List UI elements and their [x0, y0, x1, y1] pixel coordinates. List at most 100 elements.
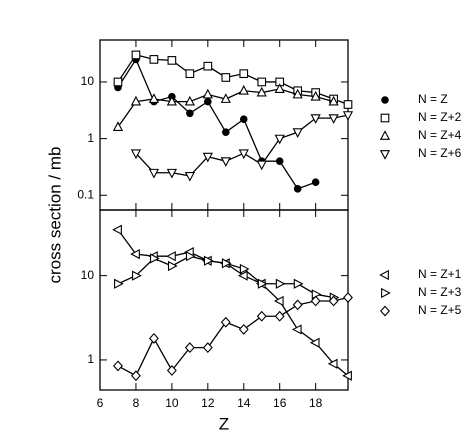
- data-point: [221, 73, 231, 82]
- data-point: [256, 86, 267, 97]
- data-point: [328, 114, 339, 124]
- data-point: [292, 88, 303, 99]
- x-tick-label: 10: [165, 396, 179, 410]
- data-point: [150, 253, 160, 264]
- series-line: [135, 114, 349, 177]
- legend-marker: [379, 130, 391, 140]
- data-point: [239, 69, 249, 79]
- data-point: [149, 55, 159, 64]
- data-point: [309, 337, 320, 348]
- data-point: [202, 342, 213, 354]
- data-point: [148, 168, 160, 179]
- data-point: [342, 370, 352, 381]
- legend-label: N = Z+4: [418, 128, 462, 142]
- y-axis-title: cross section / mb: [45, 147, 64, 284]
- data-point: [185, 251, 196, 262]
- data-point: [202, 88, 213, 99]
- legend-marker: [380, 113, 390, 123]
- data-point: [186, 109, 194, 118]
- data-point: [130, 248, 140, 260]
- data-point: [166, 168, 177, 179]
- legend-marker: [381, 96, 389, 104]
- data-point: [113, 77, 123, 87]
- data-point: [184, 171, 195, 182]
- data-point: [130, 149, 142, 160]
- plot-frame: [99, 209, 349, 391]
- data-point: [130, 370, 141, 382]
- data-point: [132, 270, 142, 281]
- data-point: [131, 50, 141, 60]
- y-tick-label: 1: [87, 131, 94, 145]
- data-point: [203, 255, 214, 266]
- data-point: [310, 295, 321, 307]
- data-point: [291, 324, 302, 335]
- data-point: [239, 115, 248, 124]
- data-point: [256, 310, 267, 322]
- x-tick-label: 6: [97, 396, 104, 410]
- data-point: [343, 100, 353, 109]
- data-point: [112, 224, 122, 235]
- data-point: [274, 83, 285, 93]
- data-point: [148, 332, 159, 344]
- legend-label: N = Z+5: [418, 303, 462, 317]
- x-axis-title: Z: [219, 414, 229, 433]
- data-point: [327, 358, 338, 369]
- legend-label: N = Z+1: [418, 267, 462, 281]
- data-point: [202, 152, 213, 163]
- data-point: [113, 360, 123, 372]
- y-tick-label: 1: [87, 352, 94, 366]
- data-point: [203, 61, 213, 71]
- data-point: [328, 95, 339, 106]
- data-point: [293, 278, 304, 289]
- data-point: [238, 323, 249, 335]
- data-point: [256, 160, 267, 171]
- data-point: [238, 84, 249, 95]
- data-point: [220, 316, 231, 328]
- data-point: [237, 270, 248, 281]
- data-point: [220, 93, 231, 103]
- y-tick-label: 0.1: [77, 187, 94, 201]
- legend-label: N = Z+6: [418, 146, 462, 160]
- data-point: [292, 299, 303, 311]
- series-line: [117, 58, 316, 190]
- data-point: [275, 278, 286, 289]
- data-point: [166, 365, 177, 376]
- data-point: [130, 95, 142, 106]
- legend-label: N = Z: [418, 92, 448, 106]
- data-point: [166, 251, 176, 262]
- legend-marker: [379, 269, 389, 281]
- data-point: [238, 149, 249, 160]
- data-point: [114, 278, 124, 289]
- legend-marker: [379, 150, 391, 160]
- legend-marker: [380, 305, 390, 317]
- legend-label: N = Z+3: [418, 285, 462, 299]
- data-point: [343, 292, 353, 303]
- data-point: [167, 260, 178, 272]
- data-point: [257, 77, 267, 87]
- data-point: [204, 97, 212, 106]
- data-point: [148, 93, 160, 103]
- data-point: [328, 295, 339, 307]
- y-tick-label: 10: [81, 268, 95, 282]
- data-point: [112, 121, 124, 131]
- x-tick-label: 18: [309, 396, 323, 410]
- data-point: [221, 128, 230, 136]
- data-point: [184, 95, 195, 106]
- legend-label: N = Z+2: [418, 110, 462, 124]
- data-point: [274, 310, 285, 322]
- x-tick-label: 14: [237, 396, 251, 410]
- data-point: [239, 263, 250, 275]
- data-point: [275, 157, 284, 165]
- data-point: [185, 69, 195, 79]
- data-point: [184, 342, 195, 354]
- x-tick-label: 8: [133, 396, 140, 410]
- data-point: [310, 90, 321, 101]
- data-point: [257, 278, 268, 289]
- data-point: [293, 185, 302, 193]
- data-point: [273, 295, 284, 307]
- data-point: [221, 258, 232, 269]
- x-tick-label: 16: [273, 396, 287, 410]
- data-point: [167, 56, 177, 65]
- data-point: [342, 111, 354, 121]
